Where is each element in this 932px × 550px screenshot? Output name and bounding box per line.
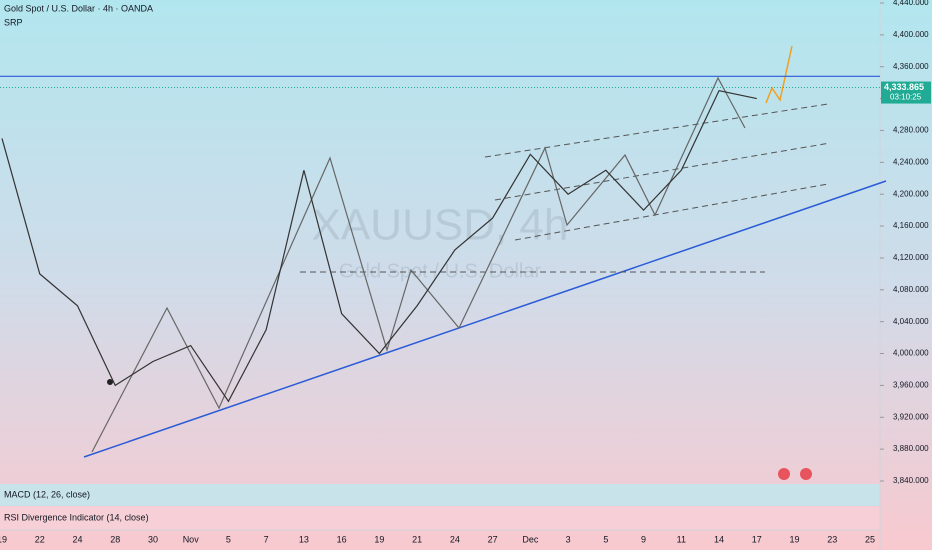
y-tick-label: 4,400.000: [893, 30, 929, 39]
last-price-box: [881, 81, 931, 104]
x-tick-label: 22: [35, 534, 45, 544]
x-tick-label: 23: [827, 534, 837, 544]
x-tick-label: 17: [752, 534, 762, 544]
x-tick-label: Dec: [522, 534, 539, 544]
x-tick-label: 14: [714, 534, 724, 544]
x-tick-label: 27: [488, 534, 498, 544]
projection-arrow: [765, 45, 793, 104]
y-tick-label: 4,240.000: [893, 157, 929, 166]
y-tick-label: 4,000.000: [893, 349, 929, 358]
x-tick-label: 5: [603, 534, 608, 544]
rsi-label: RSI Divergence Indicator (14, close): [4, 512, 149, 522]
event-icon: [778, 468, 790, 480]
y-tick-label: 4,200.000: [893, 189, 929, 198]
y-tick-label: 3,920.000: [893, 412, 929, 421]
channel-lines: [300, 103, 831, 273]
header-indicator: SRP: [4, 17, 23, 27]
y-tick-label: 4,280.000: [893, 126, 929, 135]
countdown-label: 03:10:25: [890, 93, 922, 102]
x-tick-label: 28: [110, 534, 120, 544]
event-icon: [800, 468, 812, 480]
last-price-label: 4,333.865: [884, 82, 924, 92]
x-tick-label: 9: [641, 534, 646, 544]
x-tick-label: 3: [566, 534, 571, 544]
x-tick-label: 11: [677, 534, 686, 544]
y-tick-label: 3,880.000: [893, 444, 929, 453]
x-tick-label: 7: [264, 534, 269, 544]
x-tick-label: 21: [412, 534, 422, 544]
x-tick-label: 25: [865, 534, 875, 544]
header-title: Gold Spot / U.S. Dollar · 4h · OANDA: [4, 3, 153, 13]
x-tick-label: 13: [299, 534, 309, 544]
x-tick-label: 16: [337, 534, 347, 544]
y-tick-label: 4,120.000: [893, 253, 929, 262]
x-tick-label: 24: [450, 534, 460, 544]
y-tick-label: 3,840.000: [893, 476, 929, 485]
x-tick-label: 5: [226, 534, 231, 544]
y-tick-label: 3,960.000: [893, 381, 929, 390]
price-line: [1, 89, 757, 403]
zigzag: [91, 76, 746, 453]
marker: [107, 379, 113, 385]
macd-pane: [0, 484, 880, 506]
y-tick-label: 4,360.000: [893, 62, 929, 71]
x-tick-label: Nov: [183, 534, 200, 544]
x-tick-label: 24: [72, 534, 82, 544]
rsi-pane: [0, 507, 880, 530]
x-tick-label: 19: [0, 534, 7, 544]
x-tick-label: 19: [374, 534, 384, 544]
x-tick-label: 30: [148, 534, 158, 544]
macd-label: MACD (12, 26, close): [4, 489, 90, 499]
trendline: [83, 180, 887, 458]
y-tick-label: 4,080.000: [893, 285, 929, 294]
x-tick-label: 19: [790, 534, 800, 544]
y-tick-label: 4,040.000: [893, 317, 929, 326]
y-tick-label: 4,160.000: [893, 221, 929, 230]
y-tick-label: 4,440.000: [893, 0, 929, 7]
